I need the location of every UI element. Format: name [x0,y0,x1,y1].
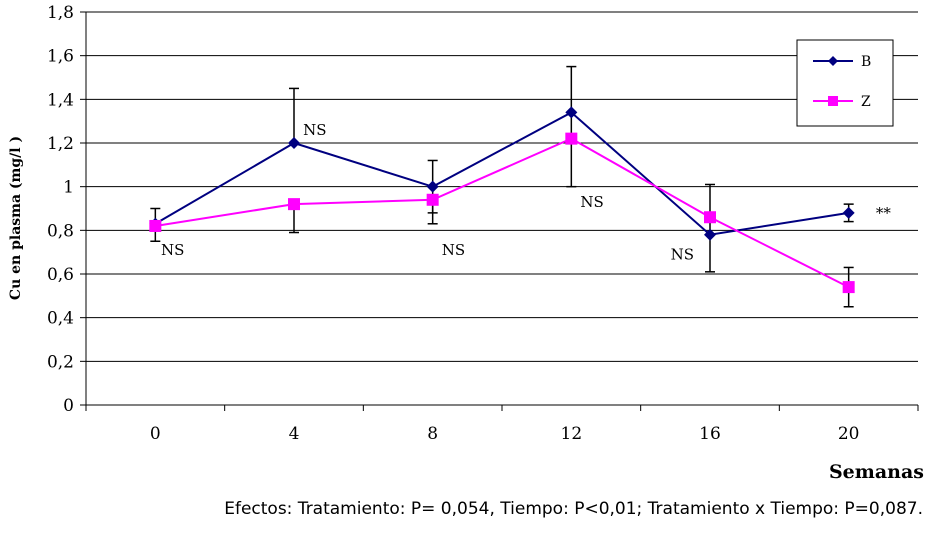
y-tick-label: 0,6 [47,265,74,285]
significance-label: NS [671,245,694,263]
data-point [565,132,578,145]
y-tick-label: 1 [63,178,74,198]
gridlines [86,11,918,362]
significance-label: ** [876,204,892,222]
significance-label: NS [161,241,184,259]
chart-caption: Efectos: Tratamiento: P= 0,054, Tiempo: … [224,499,923,519]
x-tick-labels: 0 4 8 12 16 20 [150,424,860,444]
y-tick-label: 0 [63,396,74,416]
axes [80,11,919,411]
x-tick-label: 4 [289,424,300,444]
x-tick-label: 0 [150,424,161,444]
series-line [155,137,850,288]
x-tick-label: 12 [561,424,583,444]
legend-box [796,39,894,127]
significance-label: NS [580,193,603,211]
data-point [426,193,439,206]
significance-label: NS [442,241,465,259]
y-tick-label: 1,8 [47,3,74,23]
legend-label: B [861,54,871,70]
y-tick-label: 0,8 [47,221,74,241]
x-tick-label: 8 [427,424,438,444]
x-axis-label: Semanas [829,461,924,483]
x-tick-label: 20 [838,424,860,444]
legend-label: Z [861,94,871,110]
data-point [704,211,716,224]
data-point [288,198,300,211]
significance-label: NS [303,121,326,139]
annotations: NS NS NS NS NS ** [161,121,891,263]
legend-marker [828,96,838,106]
y-tick-label: 1,6 [47,47,74,67]
y-axis-label: Cu en plasma (mg/l ) [8,136,24,300]
y-tick-label: 1,4 [47,90,74,110]
y-tick-labels: 0 0,2 0,4 0,6 0,8 1 1,2 1,4 1,6 1,8 [47,3,74,416]
y-tick-label: 1,2 [47,134,74,154]
legend: BZ [796,39,894,127]
y-tick-label: 0,2 [47,352,74,372]
series-B [149,65,855,273]
data-point [288,137,300,149]
legend-item-Z: Z [813,94,871,110]
data-point [842,281,855,294]
x-tick-label: 16 [699,424,721,444]
data-point [149,219,162,232]
data-point [565,106,578,119]
data-point [842,206,855,219]
data-point [426,180,439,193]
series-line [154,111,849,236]
series-group [149,65,855,308]
data-point [704,228,716,241]
y-tick-label: 0,4 [47,309,74,329]
legend-marker [828,56,838,66]
series-Z [149,132,855,308]
legend-item-B: B [813,54,871,70]
